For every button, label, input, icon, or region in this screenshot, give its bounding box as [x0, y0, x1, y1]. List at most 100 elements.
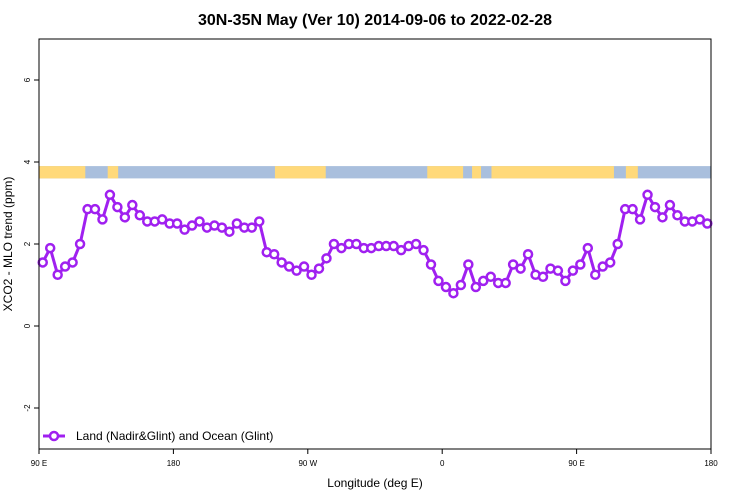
data-point	[119, 212, 131, 223]
data-point	[672, 210, 683, 221]
data-point	[604, 257, 616, 268]
data-point	[642, 189, 653, 201]
legend: Land (Nadir&Glint) and Ocean (Glint)	[43, 429, 273, 443]
data-point	[194, 216, 205, 227]
data-point	[171, 218, 183, 229]
series-layer	[37, 189, 713, 299]
y-axis-label: XCO2 - MLO trend (ppm)	[1, 177, 15, 312]
data-point	[276, 257, 287, 268]
data-point	[478, 275, 489, 287]
data-point	[231, 218, 243, 229]
data-point	[156, 214, 168, 225]
data-point	[89, 203, 101, 215]
y-axis-ticks: -2 0 2 4 6	[23, 77, 39, 412]
data-point	[590, 269, 601, 280]
data-point	[59, 261, 71, 272]
data-point	[507, 259, 519, 270]
data-point	[694, 214, 706, 225]
data-point	[612, 238, 623, 250]
data-point	[37, 257, 48, 268]
data-point	[313, 263, 325, 274]
data-point	[336, 242, 347, 254]
data-point	[433, 275, 444, 287]
data-point	[224, 226, 235, 237]
data-point	[134, 210, 146, 221]
data-point	[321, 253, 332, 264]
data-point	[582, 242, 594, 254]
data-point	[463, 259, 474, 270]
data-point	[395, 244, 407, 256]
chart-title: 30N-35N May (Ver 10) 2014-09-06 to 2022-…	[198, 12, 552, 29]
data-point	[567, 265, 579, 276]
data-point	[74, 238, 86, 250]
y-tick-label: -2	[23, 404, 32, 412]
data-point	[306, 269, 317, 280]
data-point	[634, 214, 646, 225]
x-tick-label: 180	[167, 459, 181, 468]
data-point	[425, 259, 437, 270]
surface-band	[39, 166, 711, 179]
data-point	[44, 242, 56, 254]
data-point	[455, 279, 467, 291]
x-axis-label: Longitude (deg E)	[327, 476, 422, 490]
data-point	[268, 249, 280, 260]
land-band-segment	[274, 166, 326, 179]
data-point	[597, 261, 608, 272]
data-point	[537, 271, 549, 283]
data-point	[283, 261, 295, 272]
data-point	[127, 199, 138, 211]
data-point	[291, 265, 302, 276]
data-point	[702, 218, 713, 229]
data-point	[485, 271, 496, 283]
data-point	[418, 244, 429, 256]
data-point	[575, 259, 586, 270]
data-point	[470, 281, 482, 293]
data-point	[560, 275, 571, 287]
data-point	[97, 214, 108, 225]
y-tick-label: 0	[23, 323, 32, 328]
data-point	[410, 238, 422, 250]
data-point	[515, 263, 526, 274]
data-point	[627, 203, 638, 215]
data-point	[104, 189, 116, 201]
x-tick-label: 90 W	[298, 459, 317, 468]
x-tick-label: 90 E	[568, 459, 584, 468]
data-point	[649, 201, 661, 213]
data-point	[351, 238, 362, 250]
x-tick-label: 0	[440, 459, 445, 468]
data-point	[52, 269, 63, 280]
data-point	[298, 261, 310, 272]
land-band-segment	[39, 166, 86, 179]
land-band-segment	[107, 166, 119, 179]
data-point	[500, 277, 511, 289]
legend-marker-swatch	[48, 430, 60, 442]
data-point	[440, 281, 452, 293]
data-point	[388, 240, 399, 252]
land-band-segment	[491, 166, 614, 179]
y-tick-label: 4	[23, 159, 32, 164]
land-band-segment	[625, 166, 638, 179]
land-band-segment	[427, 166, 464, 179]
data-point	[664, 199, 676, 211]
legend-label: Land (Nadir&Glint) and Ocean (Glint)	[76, 429, 273, 443]
data-point	[186, 220, 198, 231]
data-point	[254, 216, 265, 227]
data-point	[112, 201, 123, 213]
data-point	[328, 238, 340, 250]
data-point	[657, 212, 668, 223]
x-tick-label: 90 E	[31, 459, 47, 468]
x-axis-ticks: 90 E 180 90 W 0 90 E 180	[31, 449, 718, 468]
data-point	[216, 222, 228, 233]
y-tick-label: 2	[23, 241, 32, 246]
y-tick-label: 6	[23, 77, 32, 82]
data-point	[522, 249, 534, 260]
data-point	[67, 257, 78, 268]
data-point	[179, 224, 190, 235]
data-point	[552, 265, 564, 276]
x-tick-label: 180	[704, 459, 718, 468]
land-band-segment	[472, 166, 482, 179]
data-point	[448, 287, 459, 299]
data-point	[246, 222, 258, 233]
